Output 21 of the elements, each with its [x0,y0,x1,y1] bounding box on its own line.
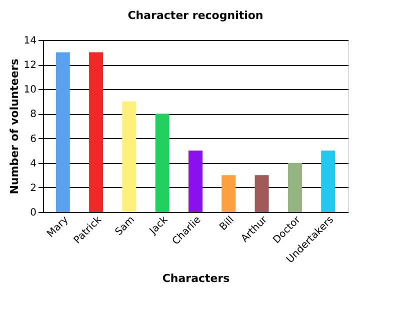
bar [288,162,302,212]
bar [254,175,269,212]
y-tick-label: 0 [30,208,36,218]
bar [321,150,336,212]
bar [222,175,236,212]
x-tick-label: Bill [218,214,236,234]
y-tick-label: 4 [30,158,36,170]
y-tick-label: 2 [30,182,36,194]
bar [56,52,70,212]
y-tick-label: 12 [24,60,36,72]
y-tick-label: 8 [30,109,36,120]
chart-title: Character recognition [128,9,264,22]
y-tick-label: 10 [24,84,36,96]
bar [122,101,136,212]
bar [188,150,202,212]
y-axis-title: Number of volunteers [8,58,21,194]
y-tick-label: 6 [30,134,36,145]
bar [155,114,170,212]
x-axis-title: Characters [162,272,230,285]
y-tick-label: 14 [24,36,36,46]
bar [89,52,104,212]
